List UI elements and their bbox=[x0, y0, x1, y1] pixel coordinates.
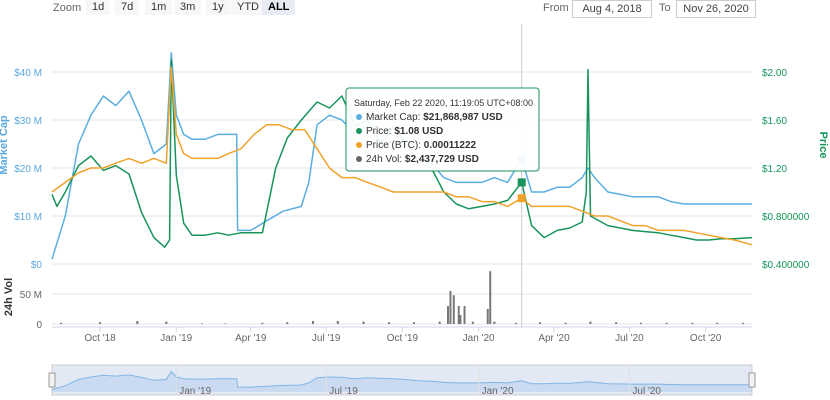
volume-bar bbox=[471, 321, 474, 324]
x-tick-label: Oct '19 bbox=[387, 333, 419, 344]
volume-bar bbox=[200, 323, 203, 324]
tooltip-swatch bbox=[356, 156, 362, 162]
range-toolbar: Zoom 1d 7d 1m 3m 1y YTD ALL From Aug 4, 2018 T… bbox=[0, 0, 830, 18]
volume-bar bbox=[486, 309, 489, 324]
tooltip-box bbox=[345, 87, 540, 172]
volume-bar bbox=[457, 306, 460, 324]
navigator[interactable]: Jan '19 Jul '19 Jan '20 Jul '20 bbox=[48, 364, 756, 397]
volume-bar bbox=[446, 306, 449, 324]
from-date-input[interactable]: Aug 4, 2018 bbox=[572, 0, 652, 18]
x-tick-label: Apr '20 bbox=[538, 333, 570, 344]
tooltip-swatch bbox=[356, 128, 362, 134]
marker-price-btc bbox=[517, 194, 526, 203]
volume-tick-label: 50 M bbox=[20, 290, 42, 301]
volume-bar bbox=[665, 322, 668, 324]
y-right-tick-label: $1.60 bbox=[762, 116, 787, 127]
x-tick-label: Jul '20 bbox=[615, 333, 644, 344]
zoom-button-7d[interactable]: 7d bbox=[115, 0, 140, 15]
volume-axis-title: 24h Vol bbox=[3, 278, 15, 316]
navigator-label: Jul '20 bbox=[632, 386, 661, 397]
y-left-tick-label: $10 M bbox=[14, 212, 42, 223]
volume-bar bbox=[362, 321, 365, 324]
volume-bar bbox=[564, 322, 567, 324]
y-right-tick-label: $0.400000 bbox=[762, 260, 810, 271]
volume-bar bbox=[60, 322, 63, 324]
y-right-tick-label: $1.20 bbox=[762, 164, 787, 175]
tooltip-row: 24h Vol: $2,437,729 USD bbox=[366, 154, 479, 165]
x-tick-label: Jan '20 bbox=[463, 333, 495, 344]
volume-bar bbox=[261, 322, 264, 324]
from-label: From bbox=[543, 2, 569, 14]
x-tick-label: Jan '19 bbox=[160, 333, 192, 344]
zoom-button-1m[interactable]: 1m bbox=[145, 0, 173, 15]
to-label: To bbox=[659, 2, 671, 14]
volume-bar bbox=[514, 322, 517, 324]
volume-bar bbox=[388, 322, 391, 324]
tooltip-swatch bbox=[356, 142, 362, 148]
volume-bar bbox=[136, 321, 139, 324]
x-tick-label: Oct '20 bbox=[690, 333, 722, 344]
volume-bar bbox=[459, 315, 462, 324]
volume-bar bbox=[286, 322, 289, 324]
x-tick-label: Apr '19 bbox=[235, 333, 267, 344]
y-right-tick-label: $2.00 bbox=[762, 68, 787, 79]
tooltip-title: Saturday, Feb 22 2020, 11:19:05 UTC+08:0… bbox=[354, 98, 533, 108]
navigator-label: Jan '19 bbox=[179, 386, 211, 397]
y-right-axis-title: Price bbox=[817, 132, 829, 159]
y-left-tick-label: $30 M bbox=[14, 116, 42, 127]
zoom-button-ytd[interactable]: YTD bbox=[231, 0, 265, 15]
navigator-line bbox=[51, 370, 752, 391]
tooltip-row: Price: $1.08 USD bbox=[366, 126, 443, 137]
volume-bar bbox=[413, 322, 416, 324]
marker-price bbox=[517, 178, 526, 187]
zoom-button-1y[interactable]: 1y bbox=[206, 0, 230, 15]
y-right-tick-label: $0.800000 bbox=[762, 212, 810, 223]
volume-bar bbox=[224, 323, 227, 324]
tooltip-swatch bbox=[356, 114, 362, 120]
volume-bar bbox=[99, 322, 102, 324]
navigator-label: Jan '20 bbox=[482, 386, 514, 397]
navigator-handle-left[interactable] bbox=[48, 372, 56, 388]
series-line-price-btc bbox=[51, 66, 753, 246]
volume-bar bbox=[463, 306, 466, 324]
volume-bar bbox=[489, 271, 492, 324]
volume-bar bbox=[639, 322, 642, 324]
volume-bar bbox=[452, 295, 455, 324]
volume-bar bbox=[165, 321, 168, 324]
to-date-input[interactable]: Nov 26, 2020 bbox=[676, 0, 756, 18]
volume-bar bbox=[311, 321, 314, 324]
y-left-tick-label: $0 bbox=[31, 260, 43, 271]
volume-tick-label: 0 bbox=[36, 320, 42, 331]
tooltip: Saturday, Feb 22 2020, 11:19:05 UTC+08:0… bbox=[345, 87, 540, 172]
axes: $0 $10 M $20 M $30 M $40 M $0.400000 $0.800000… bbox=[0, 68, 829, 344]
volume-bar bbox=[438, 321, 441, 324]
zoom-button-3m[interactable]: 3m bbox=[174, 0, 202, 15]
volume-bar bbox=[615, 322, 618, 324]
x-tick-label: Oct '18 bbox=[84, 333, 116, 344]
volume-bar bbox=[538, 322, 541, 324]
volume-bar bbox=[493, 321, 496, 324]
navigator-label: Jul '19 bbox=[329, 386, 358, 397]
zoom-button-1d[interactable]: 1d bbox=[86, 0, 111, 15]
volume-bar bbox=[691, 322, 694, 324]
zoom-button-all[interactable]: ALL bbox=[262, 0, 296, 15]
y-left-tick-label: $40 M bbox=[14, 68, 42, 79]
navigator-area bbox=[52, 371, 752, 392]
x-tick-label: Jul '19 bbox=[312, 333, 341, 344]
volume-bar bbox=[336, 321, 339, 324]
volume-bar bbox=[716, 322, 719, 324]
volume-bars bbox=[60, 271, 744, 324]
y-left-axis-title: Market Cap bbox=[0, 115, 10, 175]
hover-markers bbox=[517, 24, 526, 327]
navigator-window[interactable] bbox=[51, 364, 753, 396]
volume-bar bbox=[449, 291, 452, 324]
zoom-label: Zoom bbox=[53, 2, 82, 14]
tooltip-row: Market Cap: $21,868,987 USD bbox=[366, 112, 503, 123]
y-left-tick-label: $20 M bbox=[14, 164, 42, 175]
volume-bar bbox=[589, 321, 592, 324]
navigator-handle-right[interactable] bbox=[748, 372, 756, 388]
volume-bar bbox=[741, 322, 744, 324]
tooltip-row: Price (BTC): 0.00011222 bbox=[366, 140, 477, 151]
